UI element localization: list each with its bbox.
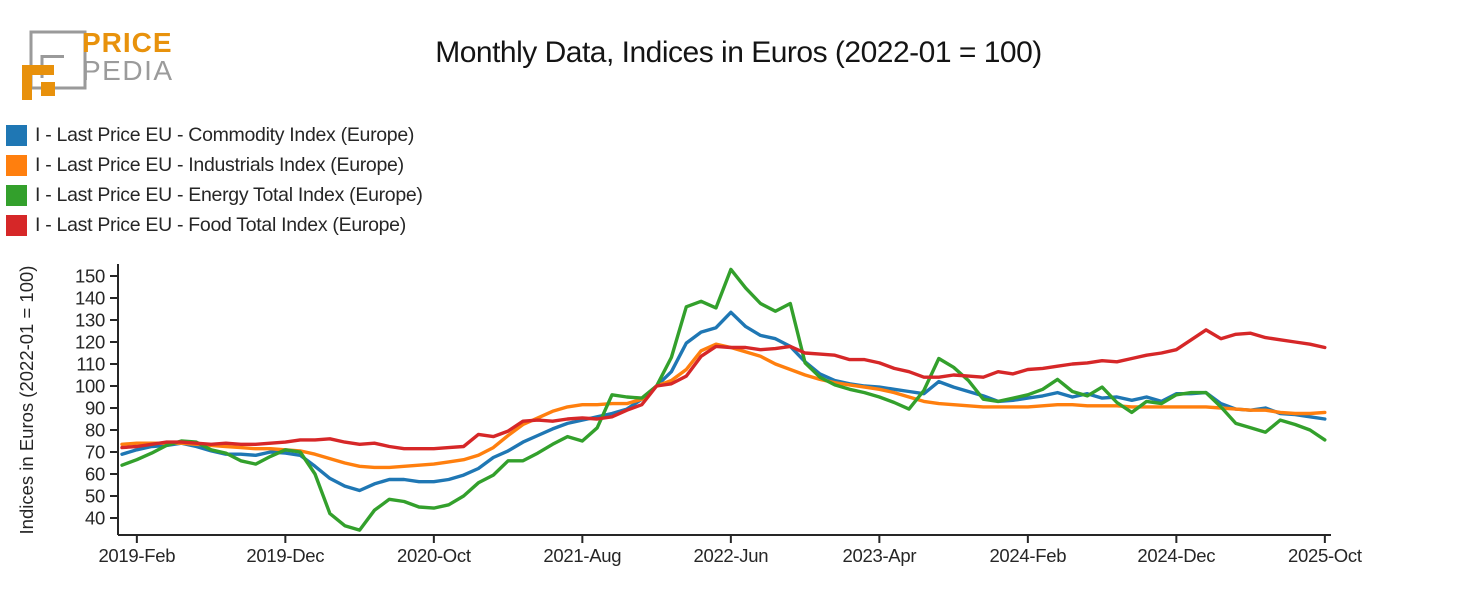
y-tick-label: 80 — [85, 420, 105, 441]
legend-label-food: I - Last Price EU - Food Total Index (Eu… — [35, 213, 406, 236]
y-tick-label: 110 — [76, 354, 105, 375]
y-tick-label: 50 — [85, 486, 105, 507]
legend-swatch-food — [6, 214, 27, 236]
series-line-2 — [120, 267, 1327, 532]
chart-title: Monthly Data, Indices in Euros (2022-01 … — [435, 36, 1042, 69]
y-tick-label: 150 — [75, 266, 105, 287]
x-tick-label: 2020-Oct — [397, 545, 471, 566]
y-tick-label: 60 — [85, 464, 105, 485]
series-line-1 — [120, 342, 1327, 470]
x-tick-label: 2022-Jun — [693, 545, 768, 566]
pricepedia-logo: PRICE PEDIA — [10, 8, 240, 100]
legend-swatch-energy — [6, 184, 27, 206]
legend-item-commodity: I - Last Price EU - Commodity Index (Eur… — [6, 120, 423, 150]
chart-legend: I - Last Price EU - Commodity Index (Eur… — [6, 120, 423, 240]
x-tick-label: 2023-Apr — [842, 545, 916, 566]
x-tick-label: 2024-Feb — [989, 545, 1066, 566]
pricepedia-logo-icon — [22, 30, 87, 100]
series-line-0 — [120, 310, 1327, 493]
y-tick-label: 70 — [85, 442, 105, 463]
x-tick-label: 2024-Dec — [1137, 545, 1215, 566]
x-tick-label: 2025-Oct — [1288, 545, 1362, 566]
y-tick-label: 40 — [85, 508, 105, 529]
x-tick-label: 2019-Feb — [98, 545, 175, 566]
y-tick-label: 130 — [75, 310, 105, 331]
y-tick-label: 120 — [75, 332, 105, 353]
logo-text-price: PRICE — [82, 27, 173, 58]
legend-label-commodity: I - Last Price EU - Commodity Index (Eur… — [35, 123, 415, 146]
y-tick-label: 100 — [75, 376, 105, 397]
legend-item-food: I - Last Price EU - Food Total Index (Eu… — [6, 210, 423, 240]
legend-item-industrials: I - Last Price EU - Industrials Index (E… — [6, 150, 423, 180]
y-tick-label: 90 — [85, 398, 105, 419]
legend-swatch-commodity — [6, 124, 27, 146]
y-tick-label: 140 — [75, 288, 105, 309]
legend-label-energy: I - Last Price EU - Energy Total Index (… — [35, 183, 423, 206]
legend-item-energy: I - Last Price EU - Energy Total Index (… — [6, 180, 423, 210]
x-tick-label: 2021-Aug — [543, 545, 621, 566]
legend-label-industrials: I - Last Price EU - Industrials Index (E… — [35, 153, 404, 176]
series-line-3 — [120, 328, 1327, 451]
logo-text-pedia: PEDIA — [82, 55, 174, 86]
legend-swatch-industrials — [6, 154, 27, 176]
x-tick-label: 2019-Dec — [246, 545, 324, 566]
